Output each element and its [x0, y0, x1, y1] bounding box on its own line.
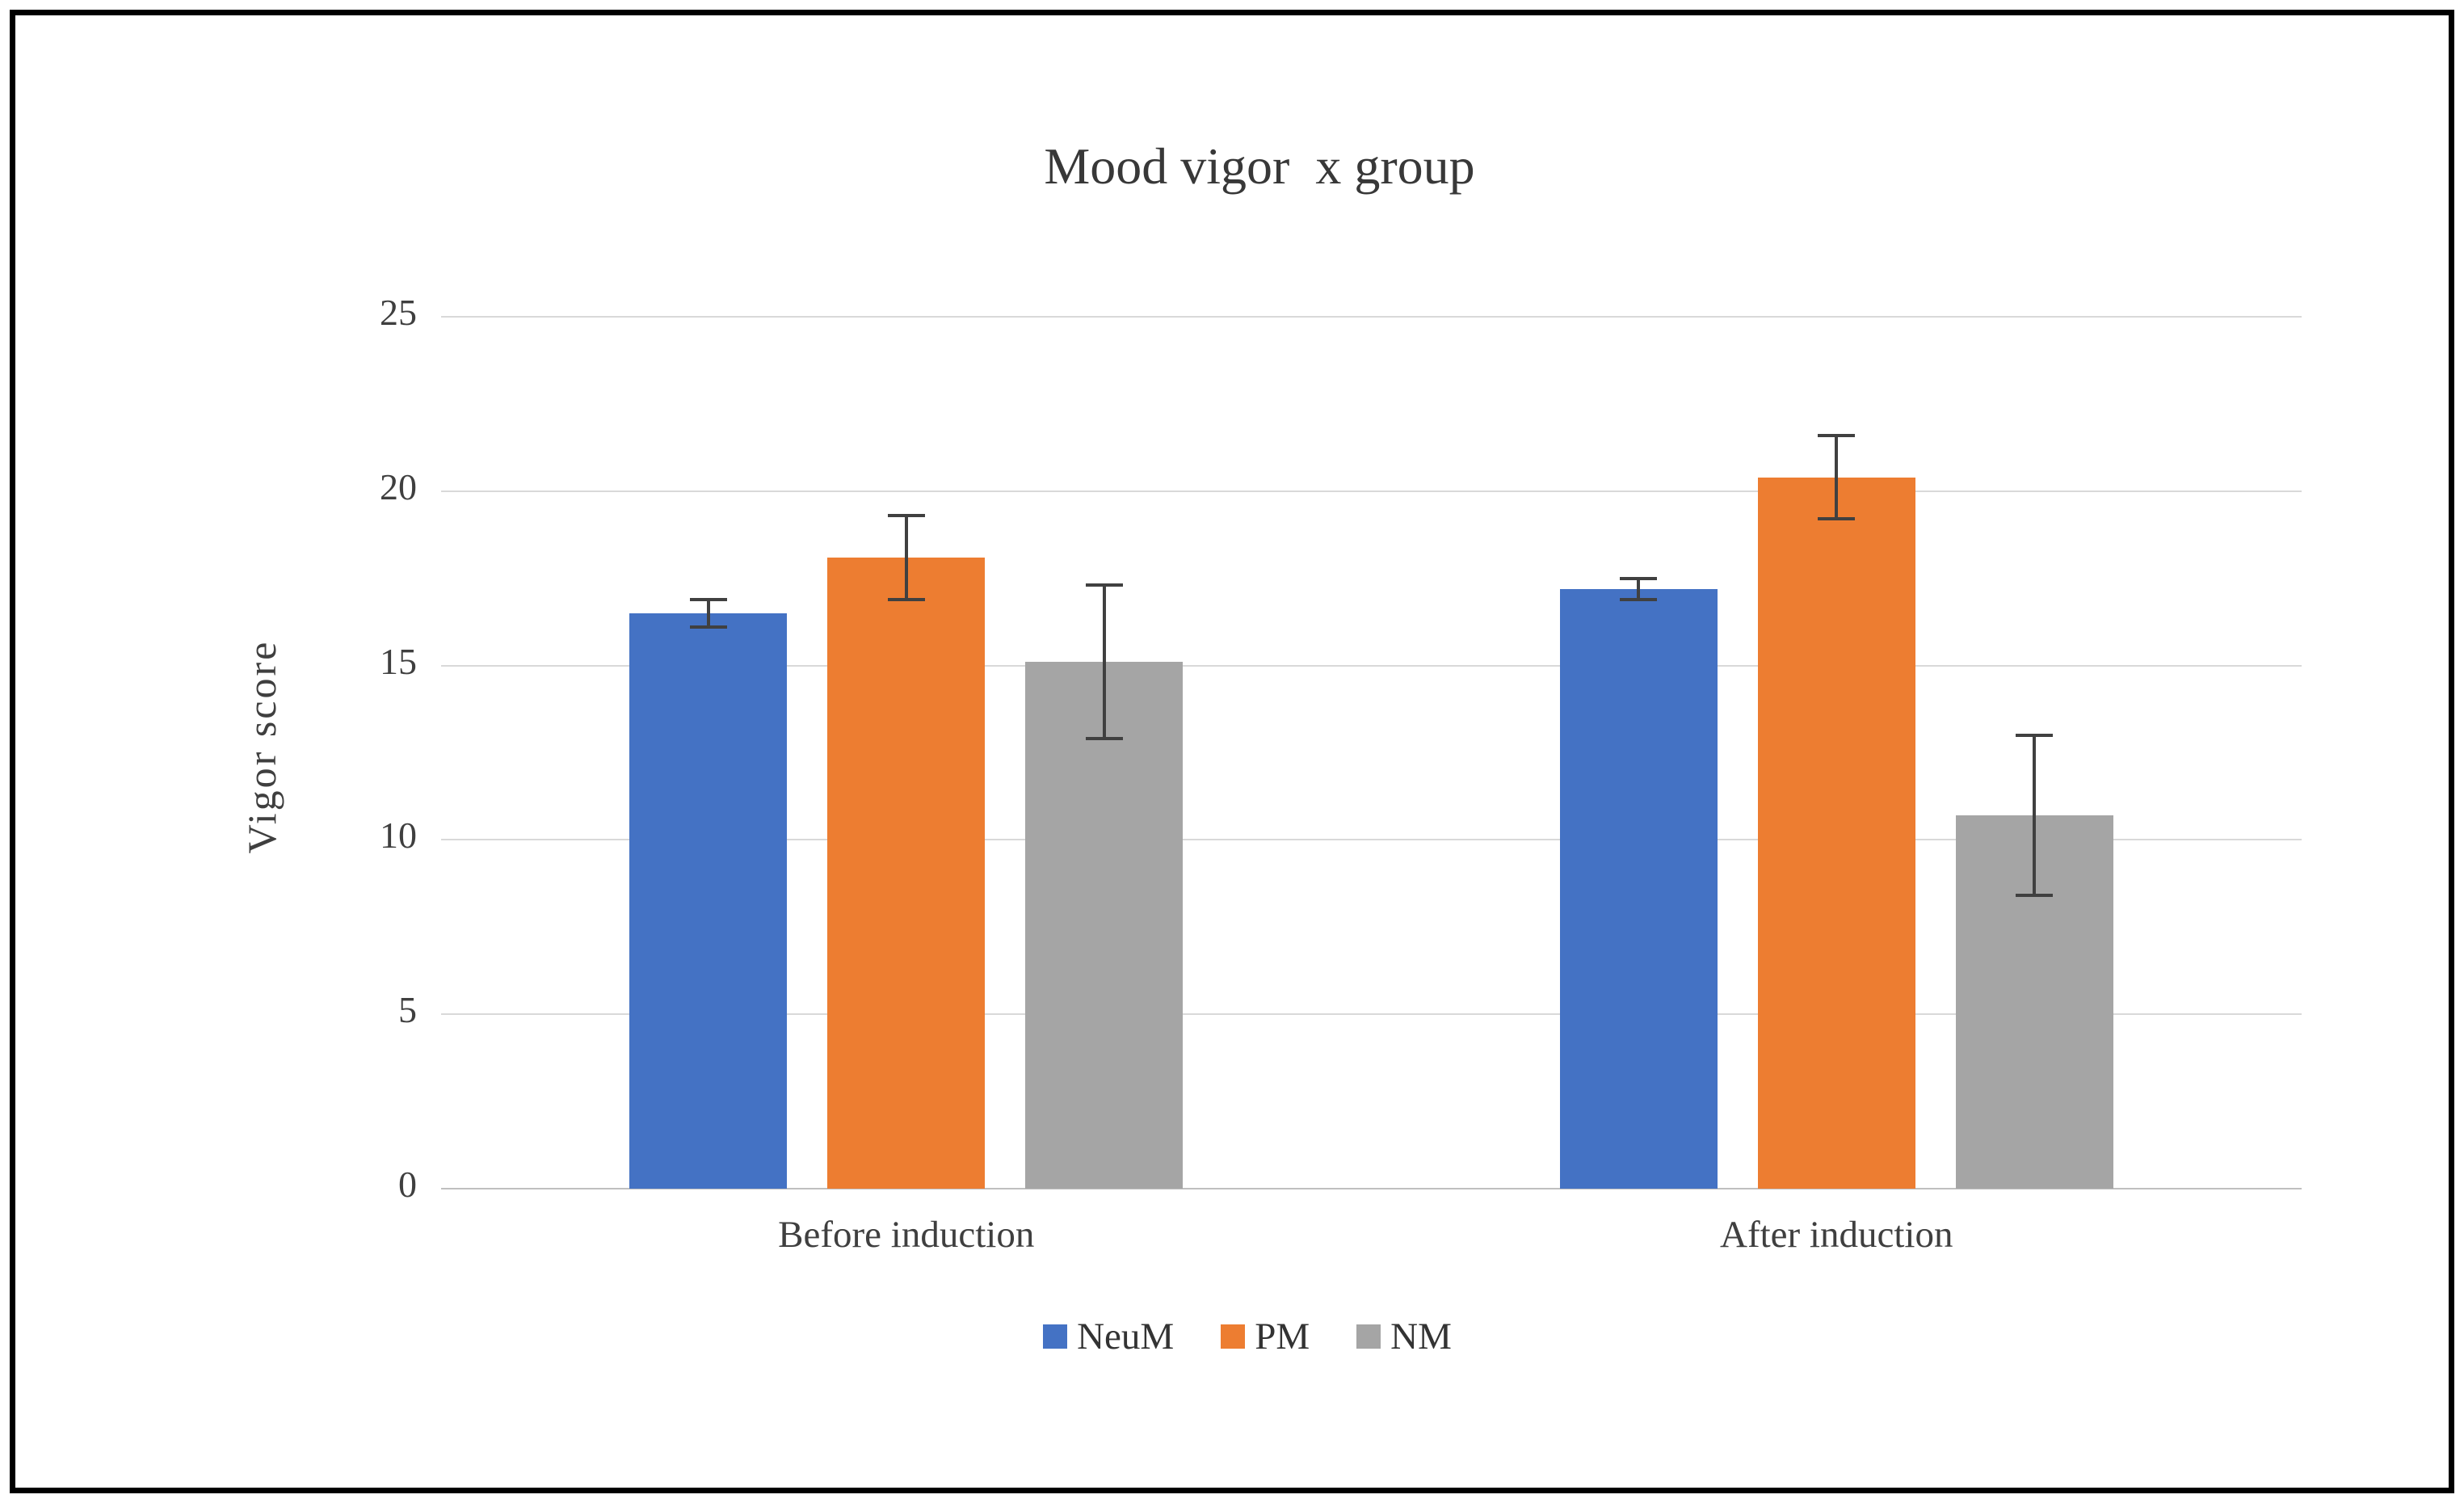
plot-area — [441, 316, 2302, 1189]
error-bar — [904, 516, 908, 600]
error-bar-cap — [1620, 597, 1658, 601]
bar-neum-before — [629, 613, 788, 1189]
y-tick-label: 5 — [398, 989, 417, 1031]
y-axis-title: Vigor score — [239, 639, 284, 854]
gridline — [441, 1013, 2302, 1016]
error-bar-cap — [2016, 894, 2054, 898]
y-tick-label: 15 — [380, 640, 417, 682]
error-bar-cap — [1085, 737, 1123, 741]
error-bar-cap — [887, 514, 925, 517]
y-tick-label: 20 — [380, 465, 417, 507]
error-bar-cap — [1085, 583, 1123, 587]
legend-swatch-nm — [1356, 1324, 1381, 1349]
legend-label: PM — [1255, 1316, 1310, 1358]
error-bar-cap — [689, 597, 727, 601]
error-bar — [2033, 735, 2037, 896]
bar-neum-after — [1559, 588, 1718, 1189]
gridline — [441, 490, 2302, 492]
bar-pm-after — [1757, 477, 1915, 1189]
error-bar — [1102, 585, 1106, 739]
x-axis-line — [441, 1188, 2302, 1189]
gridline — [441, 316, 2302, 318]
error-bar-cap — [1818, 517, 1856, 521]
error-bar — [1637, 578, 1641, 600]
x-category-label: After induction — [1720, 1214, 1953, 1256]
error-bar-cap — [1818, 433, 1856, 437]
error-bar-cap — [689, 625, 727, 629]
bar-chart: Mood vigor x group Vigor score 0 5 10 15 20 2… — [15, 15, 2449, 1488]
y-tick-label: 25 — [380, 292, 417, 333]
legend-swatch-pm — [1221, 1324, 1246, 1349]
error-bar — [706, 599, 710, 628]
legend-label: NM — [1390, 1316, 1452, 1358]
error-bar-cap — [1620, 576, 1658, 580]
error-bar-cap — [887, 597, 925, 601]
bar-pm-before — [827, 557, 986, 1189]
gridline — [441, 839, 2302, 841]
chart-title: Mood vigor x group — [1044, 137, 1475, 195]
chart-frame: Mood vigor x group Vigor score 0 5 10 15 20 2… — [10, 10, 2454, 1493]
error-bar-cap — [2016, 733, 2054, 737]
legend-item-nm: NM — [1356, 1315, 1452, 1358]
error-bar — [1835, 435, 1839, 520]
legend-label: NeuM — [1077, 1316, 1175, 1358]
gridline — [441, 664, 2302, 667]
y-tick-label: 0 — [398, 1164, 417, 1205]
legend-swatch-neum — [1043, 1324, 1068, 1349]
legend: NeuM PM NM — [15, 1315, 2464, 1358]
x-category-label: Before induction — [778, 1214, 1035, 1256]
y-tick-label: 10 — [380, 815, 417, 857]
legend-item-neum: NeuM — [1043, 1315, 1174, 1358]
legend-item-pm: PM — [1221, 1315, 1310, 1358]
bar-nm-before — [1025, 662, 1184, 1189]
